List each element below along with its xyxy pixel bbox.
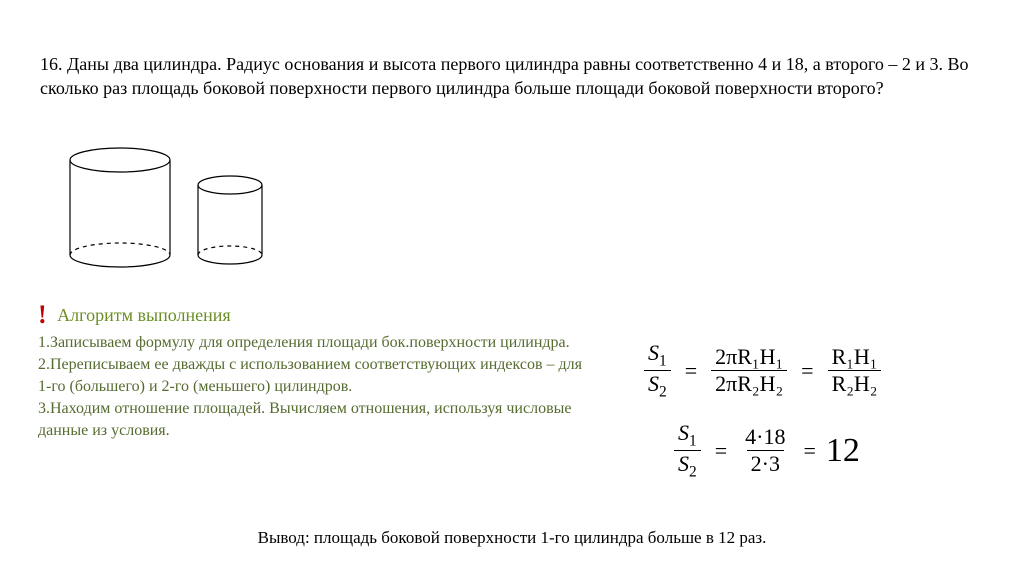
sub-2b: 2 xyxy=(689,464,697,481)
result-12: 12 xyxy=(826,432,860,470)
mid-den-1: 2πR₂H₂ xyxy=(711,370,787,397)
s-den-b: S xyxy=(678,451,689,476)
formula-row-1: S1 S2 = 2πR₁H₁ 2πR₂H₂ = R₁H₁ R₂H₂ xyxy=(640,340,1000,402)
sub-2: 2 xyxy=(659,384,667,401)
equals-4: = xyxy=(803,438,815,464)
rhs-den-1: R₂H₂ xyxy=(828,370,882,397)
step-1: 1.Записываем формулу для определения пло… xyxy=(38,332,598,354)
algorithm-header: ! Алгоритм выполнения xyxy=(38,300,638,330)
frac-numeric: 4·18 2·3 xyxy=(741,424,789,477)
formula-row-2: S1 S2 = 4·18 2·3 = 12 xyxy=(670,420,1000,482)
exclamation-icon: ! xyxy=(38,300,47,330)
den-2-3: 2·3 xyxy=(747,450,784,477)
s-den: S xyxy=(648,371,659,396)
sub-1b: 1 xyxy=(689,432,697,449)
step-3: 3.Находим отношение площадей. Вычисляем … xyxy=(38,398,598,442)
num-4-18: 4·18 xyxy=(741,424,789,450)
frac-s1-s2-b: S1 S2 xyxy=(674,420,701,482)
frac-s1-s2: S1 S2 xyxy=(644,340,671,402)
cylinder-figure xyxy=(55,140,315,280)
problem-statement: 16. Даны два цилиндра. Радиус основания … xyxy=(40,52,984,101)
frac-2pi-rh: 2πR₁H₁ 2πR₂H₂ xyxy=(711,344,787,397)
sub-1: 1 xyxy=(659,352,667,369)
rhs-num-1: R₁H₁ xyxy=(828,344,882,370)
algorithm-title: Алгоритм выполнения xyxy=(57,305,230,325)
algorithm-steps: 1.Записываем формулу для определения пло… xyxy=(38,332,598,442)
equals-3: = xyxy=(715,438,727,464)
step-2: 2.Переписываем ее дважды с использование… xyxy=(38,354,598,398)
equals-1: = xyxy=(685,358,697,384)
s-num-b: S xyxy=(678,420,689,445)
frac-rh: R₁H₁ R₂H₂ xyxy=(828,344,882,397)
conclusion: Вывод: площадь боковой поверхности 1-го … xyxy=(0,528,1024,548)
mid-num-1: 2πR₁H₁ xyxy=(711,344,787,370)
formula-block: S1 S2 = 2πR₁H₁ 2πR₂H₂ = R₁H₁ R₂H₂ S1 S2 … xyxy=(640,340,1000,500)
s-num: S xyxy=(648,340,659,365)
equals-2: = xyxy=(801,358,813,384)
